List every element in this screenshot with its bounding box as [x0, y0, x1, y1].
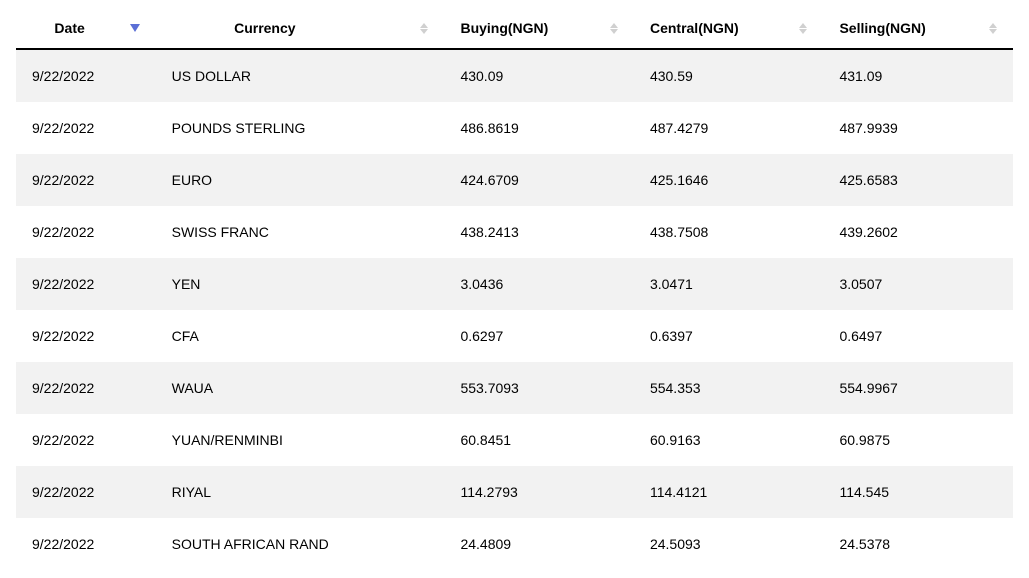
- cell-selling: 431.09: [823, 49, 1013, 102]
- sort-icon: [799, 23, 807, 34]
- column-header-label: Date: [54, 20, 84, 36]
- table-row: 9/22/2022 SOUTH AFRICAN RAND 24.4809 24.…: [16, 518, 1013, 570]
- cell-central: 554.353: [634, 362, 824, 414]
- cell-selling: 114.545: [823, 466, 1013, 518]
- cell-central: 0.6397: [634, 310, 824, 362]
- column-header-currency[interactable]: Currency: [156, 8, 445, 49]
- cell-buying: 60.8451: [444, 414, 634, 466]
- cell-buying: 553.7093: [444, 362, 634, 414]
- table-row: 9/22/2022 EURO 424.6709 425.1646 425.658…: [16, 154, 1013, 206]
- cell-buying: 24.4809: [444, 518, 634, 570]
- cell-buying: 430.09: [444, 49, 634, 102]
- cell-central: 60.9163: [634, 414, 824, 466]
- column-header-label: Currency: [234, 20, 295, 36]
- cell-buying: 3.0436: [444, 258, 634, 310]
- cell-central: 438.7508: [634, 206, 824, 258]
- cell-buying: 114.2793: [444, 466, 634, 518]
- cell-currency: US DOLLAR: [156, 49, 445, 102]
- sort-icon: [420, 23, 428, 34]
- sort-desc-icon: [130, 24, 140, 32]
- cell-date: 9/22/2022: [16, 154, 156, 206]
- cell-central: 487.4279: [634, 102, 824, 154]
- table-row: 9/22/2022 POUNDS STERLING 486.8619 487.4…: [16, 102, 1013, 154]
- table-row: 9/22/2022 RIYAL 114.2793 114.4121 114.54…: [16, 466, 1013, 518]
- cell-selling: 60.9875: [823, 414, 1013, 466]
- cell-central: 425.1646: [634, 154, 824, 206]
- table-row: 9/22/2022 YEN 3.0436 3.0471 3.0507: [16, 258, 1013, 310]
- cell-buying: 0.6297: [444, 310, 634, 362]
- column-header-central[interactable]: Central(NGN): [634, 8, 824, 49]
- cell-date: 9/22/2022: [16, 258, 156, 310]
- cell-currency: RIYAL: [156, 466, 445, 518]
- cell-date: 9/22/2022: [16, 49, 156, 102]
- cell-date: 9/22/2022: [16, 518, 156, 570]
- table-row: 9/22/2022 US DOLLAR 430.09 430.59 431.09: [16, 49, 1013, 102]
- column-header-label: Central(NGN): [650, 20, 739, 36]
- cell-central: 24.5093: [634, 518, 824, 570]
- table-row: 9/22/2022 SWISS FRANC 438.2413 438.7508 …: [16, 206, 1013, 258]
- cell-selling: 487.9939: [823, 102, 1013, 154]
- cell-date: 9/22/2022: [16, 206, 156, 258]
- cell-currency: EURO: [156, 154, 445, 206]
- exchange-rates-table: Date Currency Buying(NGN): [16, 8, 1013, 570]
- column-header-label: Buying(NGN): [460, 20, 548, 36]
- cell-currency: SWISS FRANC: [156, 206, 445, 258]
- cell-central: 114.4121: [634, 466, 824, 518]
- cell-date: 9/22/2022: [16, 466, 156, 518]
- sort-icon: [610, 23, 618, 34]
- column-header-selling[interactable]: Selling(NGN): [823, 8, 1013, 49]
- table-body: 9/22/2022 US DOLLAR 430.09 430.59 431.09…: [16, 49, 1013, 570]
- cell-currency: SOUTH AFRICAN RAND: [156, 518, 445, 570]
- cell-central: 3.0471: [634, 258, 824, 310]
- cell-central: 430.59: [634, 49, 824, 102]
- cell-currency: POUNDS STERLING: [156, 102, 445, 154]
- column-header-buying[interactable]: Buying(NGN): [444, 8, 634, 49]
- cell-selling: 24.5378: [823, 518, 1013, 570]
- cell-selling: 0.6497: [823, 310, 1013, 362]
- cell-buying: 438.2413: [444, 206, 634, 258]
- cell-currency: YUAN/RENMINBI: [156, 414, 445, 466]
- cell-buying: 486.8619: [444, 102, 634, 154]
- cell-selling: 3.0507: [823, 258, 1013, 310]
- column-header-date[interactable]: Date: [16, 8, 156, 49]
- cell-date: 9/22/2022: [16, 102, 156, 154]
- cell-currency: WAUA: [156, 362, 445, 414]
- table-row: 9/22/2022 CFA 0.6297 0.6397 0.6497: [16, 310, 1013, 362]
- table-row: 9/22/2022 YUAN/RENMINBI 60.8451 60.9163 …: [16, 414, 1013, 466]
- cell-selling: 554.9967: [823, 362, 1013, 414]
- cell-date: 9/22/2022: [16, 414, 156, 466]
- cell-currency: YEN: [156, 258, 445, 310]
- cell-date: 9/22/2022: [16, 362, 156, 414]
- cell-date: 9/22/2022: [16, 310, 156, 362]
- cell-selling: 439.2602: [823, 206, 1013, 258]
- column-header-label: Selling(NGN): [839, 20, 925, 36]
- cell-currency: CFA: [156, 310, 445, 362]
- cell-selling: 425.6583: [823, 154, 1013, 206]
- table-row: 9/22/2022 WAUA 553.7093 554.353 554.9967: [16, 362, 1013, 414]
- sort-icon: [989, 23, 997, 34]
- table-header-row: Date Currency Buying(NGN): [16, 8, 1013, 49]
- cell-buying: 424.6709: [444, 154, 634, 206]
